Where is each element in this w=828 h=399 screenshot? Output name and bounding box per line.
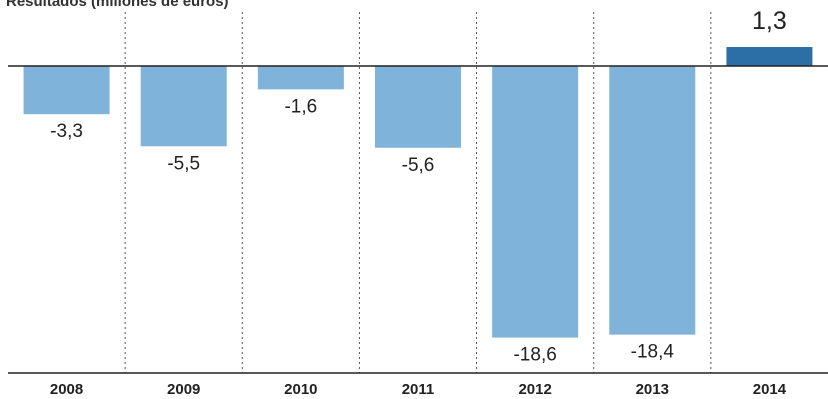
bar-2013 — [609, 66, 696, 335]
bar-2010 — [257, 66, 344, 90]
x-tick-label-2014: 2014 — [753, 381, 787, 398]
chart-title: Resultados (millones de euros) — [6, 0, 229, 10]
bar-2011 — [375, 66, 461, 148]
value-label-2011: -5,6 — [402, 155, 435, 176]
value-label-2010: -1,6 — [284, 96, 317, 117]
bar-2009 — [140, 66, 227, 147]
x-tick-label-2010: 2010 — [284, 381, 317, 398]
bar-2014 — [726, 47, 813, 66]
bar-2008 — [23, 66, 110, 115]
x-tick-label-2011: 2011 — [402, 381, 435, 398]
value-label-2012: -18,6 — [513, 345, 556, 366]
x-tick-label-2012: 2012 — [518, 381, 551, 398]
x-tick-label-2008: 2008 — [50, 381, 83, 398]
value-label-2009: -5,5 — [167, 153, 200, 174]
x-tick-label-2013: 2013 — [636, 381, 669, 398]
value-label-2008: -3,3 — [50, 121, 83, 142]
value-label-2014: 1,3 — [752, 7, 787, 35]
bar-2012 — [492, 66, 579, 338]
value-label-2013: -18,4 — [631, 342, 675, 363]
x-tick-label-2009: 2009 — [167, 381, 200, 398]
